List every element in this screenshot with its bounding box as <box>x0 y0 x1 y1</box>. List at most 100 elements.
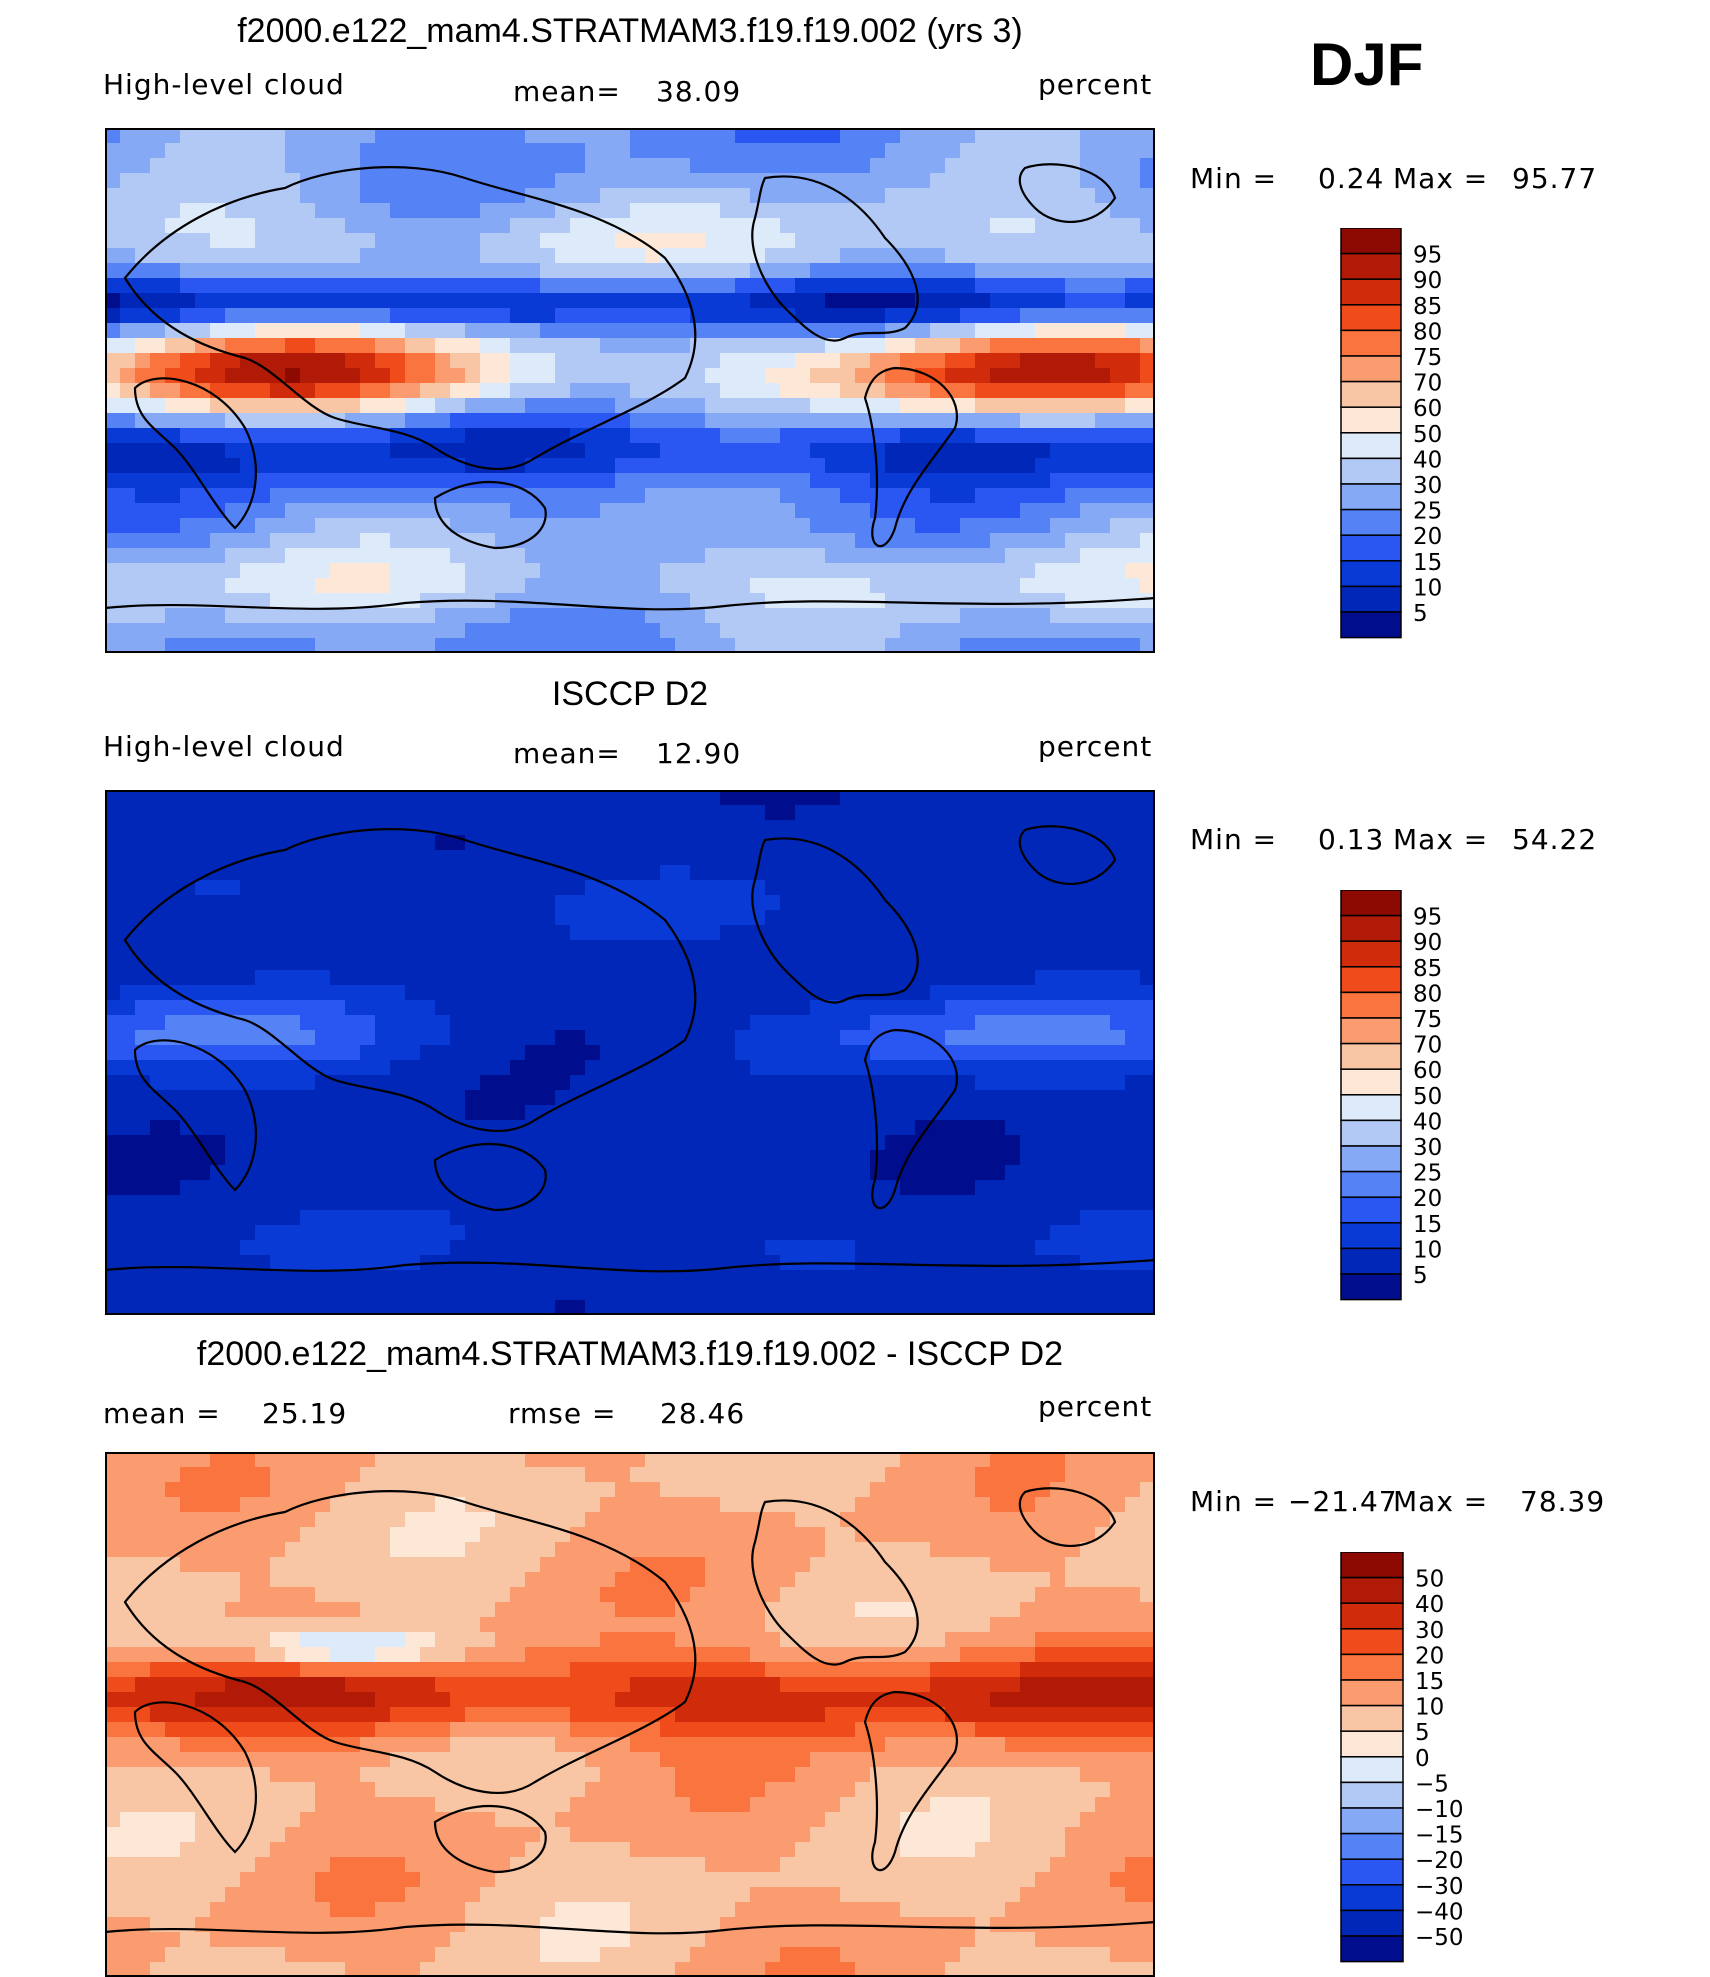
panel1-min-value: 0.24 <box>1318 162 1385 195</box>
colorbar-swatch <box>1340 1094 1402 1122</box>
panel3-field <box>105 1452 1155 1977</box>
colorbar-tick-label: 15 <box>1413 1212 1442 1238</box>
colorbar-swatch <box>1340 252 1402 280</box>
colorbar-tick-label: 50 <box>1413 1084 1442 1110</box>
panel1-frame <box>105 128 1155 653</box>
panel1-coastlines <box>105 163 1155 611</box>
panel2-max-value: 54.22 <box>1512 823 1598 856</box>
colorbar-swatch <box>1340 940 1402 968</box>
panel3-units: percent <box>1038 1390 1153 1423</box>
colorbar-swatch <box>1340 1704 1404 1732</box>
panel1-field <box>105 128 1155 653</box>
colorbar-swatch <box>1340 457 1402 485</box>
colorbar-tick-label: 90 <box>1413 930 1442 956</box>
colorbar-tick-label: 10 <box>1413 575 1442 601</box>
colorbar-tick-label: 30 <box>1413 1135 1442 1161</box>
panel1-units: percent <box>1038 68 1153 101</box>
colorbar-tick-label: 25 <box>1413 499 1442 525</box>
colorbar-swatch <box>1340 1858 1404 1886</box>
colorbar-swatch <box>1340 228 1402 255</box>
panel2-frame <box>105 790 1155 1315</box>
colorbar-swatch <box>1340 1017 1402 1045</box>
colorbar-swatch <box>1340 1196 1402 1224</box>
colorbar-swatch <box>1340 1628 1404 1656</box>
panel2-units: percent <box>1038 730 1153 763</box>
colorbar-swatch <box>1340 890 1402 917</box>
colorbar-swatch <box>1340 1247 1402 1275</box>
colorbar-swatch <box>1340 966 1402 994</box>
panel1-max-label: Max = <box>1393 162 1489 195</box>
colorbar-swatch <box>1340 1042 1402 1070</box>
colorbar-tick-label: 40 <box>1413 447 1442 473</box>
season-label: DJF <box>1310 31 1424 98</box>
colorbar-tick-label: −5 <box>1415 1771 1449 1797</box>
panel1-min-label: Min = <box>1190 162 1278 195</box>
panel1-map <box>105 128 1155 653</box>
colorbar-swatch <box>1340 534 1402 562</box>
panel3-rmse-value: 28.46 <box>660 1397 746 1430</box>
colorbar-tick-label: 95 <box>1413 905 1442 931</box>
panel1-variable: High-level cloud <box>103 68 345 101</box>
colorbar-tick-label: 75 <box>1413 1007 1442 1033</box>
colorbar-tick-label: 25 <box>1413 1161 1442 1187</box>
panel2-max-label: Max = <box>1393 823 1489 856</box>
colorbar-swatch <box>1340 432 1402 460</box>
colorbar-tick-label: −15 <box>1415 1823 1464 1849</box>
colorbar-tick-label: 80 <box>1413 319 1442 345</box>
colorbar-tick-label: −50 <box>1415 1925 1464 1951</box>
panel1-max-value: 95.77 <box>1512 162 1598 195</box>
panel2-min-value: 0.13 <box>1318 823 1385 856</box>
panel2-mean-value: 12.90 <box>656 737 742 770</box>
colorbar-tick-label: 30 <box>1415 1618 1444 1644</box>
colorbar-tick-label: 50 <box>1415 1567 1444 1593</box>
panel3-min-label: Min = <box>1190 1485 1278 1518</box>
colorbar-tick-label: 85 <box>1413 294 1442 320</box>
colorbar-swatch <box>1340 278 1402 306</box>
colorbar-swatch <box>1340 1935 1404 1963</box>
colorbar-tick-label: 70 <box>1413 1033 1442 1059</box>
colorbar-swatch <box>1340 483 1402 511</box>
colorbar-swatch <box>1340 560 1402 588</box>
colorbar-tick-label: 5 <box>1413 1263 1428 1289</box>
colorbar-swatch <box>1340 1730 1404 1758</box>
colorbar-swatch <box>1340 914 1402 942</box>
panel1-title: f2000.e122_mam4.STRATMAM3.f19.f19.002 (y… <box>237 12 1023 50</box>
colorbar-swatch <box>1340 304 1402 332</box>
panel3-mean-label: mean = <box>103 1397 221 1430</box>
colorbar-swatch <box>1340 1653 1404 1681</box>
panel2-coastlines <box>105 825 1155 1273</box>
panel3-rmse-label: rmse = <box>508 1397 617 1430</box>
panel2-min-label: Min = <box>1190 823 1278 856</box>
colorbar-tick-label: 20 <box>1415 1643 1444 1669</box>
colorbar-swatch <box>1340 1119 1402 1147</box>
colorbar-tick-label: −40 <box>1415 1899 1464 1925</box>
colorbar-tick-label: −10 <box>1415 1797 1464 1823</box>
colorbar-tick-label: 5 <box>1413 601 1428 627</box>
colorbar-swatch <box>1340 1807 1404 1835</box>
colorbar-tick-label: 15 <box>1413 550 1442 576</box>
colorbar-swatch <box>1340 611 1402 639</box>
colorbar-swatch <box>1340 380 1402 408</box>
colorbar-swatch <box>1340 1273 1402 1301</box>
colorbar-swatch <box>1340 1781 1404 1809</box>
colorbar-swatch <box>1340 329 1402 357</box>
colorbar-swatch <box>1340 508 1402 536</box>
panel2-mean-label: mean= <box>513 737 621 770</box>
colorbar-swatch <box>1340 1756 1404 1784</box>
panel2-field <box>105 790 1155 1315</box>
colorbar-tick-label: −30 <box>1415 1874 1464 1900</box>
colorbar-swatch <box>1340 1145 1402 1173</box>
colorbar-tick-label: 10 <box>1413 1237 1442 1263</box>
panel3-max-value: 78.39 <box>1520 1485 1606 1518</box>
colorbar-tick-label: 5 <box>1415 1720 1430 1746</box>
panel2-title: ISCCP D2 <box>551 675 709 713</box>
panel3-mean-value: 25.19 <box>262 1397 348 1430</box>
colorbar-swatch <box>1340 1832 1404 1860</box>
panel3-title: f2000.e122_mam4.STRATMAM3.f19.f19.002 - … <box>196 1335 1064 1373</box>
colorbar-swatch <box>1340 1679 1404 1707</box>
colorbar-tick-label: 80 <box>1413 981 1442 1007</box>
colorbar-swatch <box>1340 1552 1404 1579</box>
colorbar-swatch <box>1340 991 1402 1019</box>
